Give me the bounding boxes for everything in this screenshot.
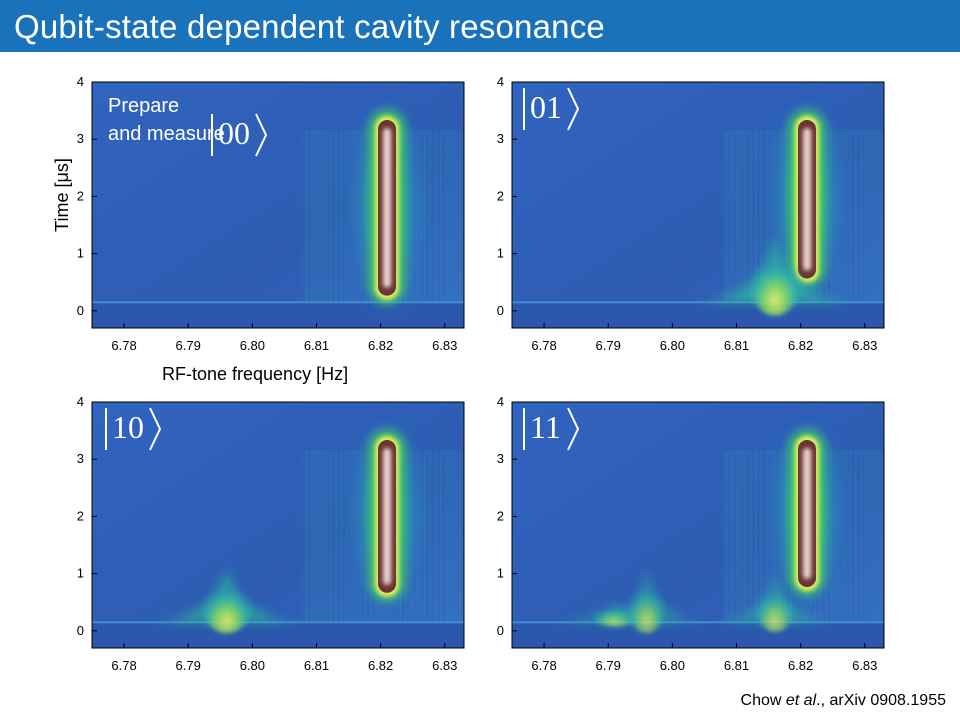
resonance-center — [803, 448, 812, 580]
x-tick-label: 6.82 — [368, 658, 393, 673]
pre-pulse-region — [512, 622, 884, 648]
transient-peak — [627, 573, 667, 634]
heatmap-panel-10: 6.78 6.79 6.80 6.81 6.82 6.83 0 1 2 3 4 10 — [77, 394, 465, 673]
transient-peak — [747, 243, 803, 316]
plot-frame — [91, 401, 465, 649]
transient-peak — [200, 573, 253, 634]
resonance-center — [803, 128, 812, 271]
x-tick-label: 6.83 — [852, 338, 877, 353]
pre-pulse-region — [92, 622, 464, 648]
heatmap-area — [512, 402, 884, 648]
plot-frame — [511, 401, 885, 649]
x-axis-label: RF-tone frequency [Hz] — [162, 364, 348, 384]
y-tick-label: 4 — [77, 394, 84, 409]
x-tick-label: 6.81 — [724, 338, 749, 353]
x-tick-label: 6.82 — [788, 658, 813, 673]
y-tick-label: 4 — [497, 74, 504, 89]
ket-angle — [567, 87, 580, 131]
y-tick-label: 4 — [497, 394, 504, 409]
x-tick-label: 6.80 — [660, 338, 685, 353]
heatmap-panel-00: 6.78 6.79 6.80 6.81 6.82 6.83 0 1 2 3 4 RF-tone fre… — [52, 74, 465, 384]
resonance-center — [383, 448, 392, 585]
transient-peak — [754, 578, 796, 632]
x-tick-label: 6.81 — [304, 658, 329, 673]
x-tick-label: 6.83 — [432, 338, 457, 353]
x-tick-label: 6.79 — [176, 658, 201, 673]
x-tick-label: 6.80 — [240, 338, 265, 353]
y-tick-label: 0 — [497, 303, 504, 318]
ket-label: 00 — [218, 115, 250, 151]
y-tick-label: 3 — [497, 131, 504, 146]
ket-angle — [149, 407, 162, 451]
x-tick-label: 6.80 — [660, 658, 685, 673]
annotation-text: Prepare — [108, 95, 179, 117]
x-tick-label: 6.82 — [368, 338, 393, 353]
y-tick-label: 3 — [77, 451, 84, 466]
plot-frame — [511, 81, 885, 329]
pre-pulse-region — [512, 302, 884, 328]
ket-label: 01 — [530, 89, 562, 125]
x-tick-label: 6.83 — [432, 658, 457, 673]
y-tick-label: 2 — [77, 188, 84, 203]
x-tick-label: 6.78 — [531, 338, 556, 353]
x-tick-label: 6.79 — [596, 658, 621, 673]
y-axis-label: Time [μs] — [52, 158, 72, 232]
ket-label: 10 — [112, 409, 144, 445]
y-tick-label: 2 — [497, 188, 504, 203]
state-ket: 10 — [105, 407, 162, 451]
heatmap-area — [92, 82, 464, 328]
heatmap-area — [92, 402, 464, 648]
y-tick-label: 2 — [497, 508, 504, 523]
state-ket: 11 — [523, 407, 580, 451]
x-tick-label: 6.78 — [111, 658, 136, 673]
y-tick-label: 1 — [77, 246, 84, 261]
y-tick-label: 1 — [77, 566, 84, 581]
ket-angle — [255, 113, 268, 157]
x-tick-label: 6.83 — [852, 658, 877, 673]
pre-pulse-region — [92, 302, 464, 328]
title-bar: Qubit-state dependent cavity resonance — [0, 0, 960, 52]
heatmap-panel-11: 6.78 6.79 6.80 6.81 6.82 6.83 0 1 2 3 4 11 — [497, 394, 885, 673]
y-tick-label: 0 — [497, 623, 504, 638]
x-tick-label: 6.82 — [788, 338, 813, 353]
x-tick-label: 6.81 — [304, 338, 329, 353]
plot-frame — [91, 81, 465, 329]
y-tick-label: 2 — [77, 508, 84, 523]
heatmap-area — [512, 82, 884, 328]
citation-etal: et al — [785, 692, 817, 709]
x-tick-label: 6.78 — [111, 338, 136, 353]
x-tick-label: 6.80 — [240, 658, 265, 673]
state-ket: 01 — [523, 87, 580, 131]
y-tick-label: 3 — [77, 131, 84, 146]
y-tick-label: 0 — [77, 303, 84, 318]
y-tick-label: 3 — [497, 451, 504, 466]
x-tick-label: 6.79 — [176, 338, 201, 353]
y-tick-label: 4 — [77, 74, 84, 89]
x-tick-label: 6.78 — [531, 658, 556, 673]
ket-label: 11 — [530, 409, 561, 445]
y-tick-label: 1 — [497, 566, 504, 581]
ket-angle — [567, 407, 580, 451]
citation: Chow et al., arXiv 0908.1955 — [740, 692, 946, 709]
y-tick-label: 1 — [497, 246, 504, 261]
x-tick-label: 6.79 — [596, 338, 621, 353]
state-ket: 00 — [211, 113, 268, 157]
slide-title: Qubit-state dependent cavity resonance — [14, 8, 605, 45]
annotation-text: and measure — [108, 123, 225, 145]
x-tick-label: 6.81 — [724, 658, 749, 673]
resonance-center — [383, 128, 392, 288]
y-tick-label: 0 — [77, 623, 84, 638]
